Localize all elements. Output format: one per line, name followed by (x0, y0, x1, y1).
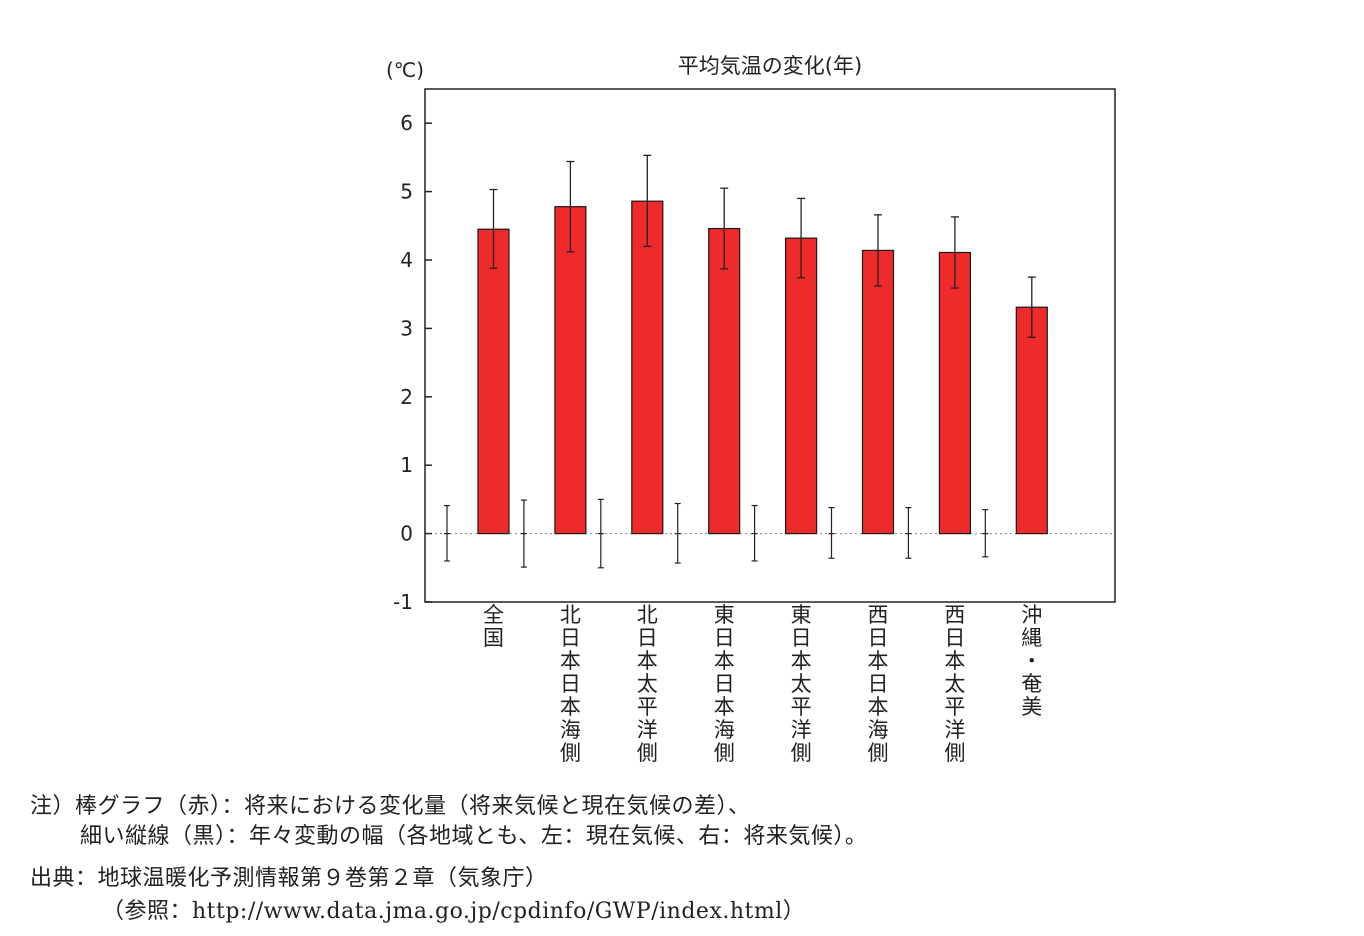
bar (938, 251, 972, 535)
source-citation: 出典：地球温暖化予測情報第９巻第２章（気象庁） (30, 866, 548, 891)
y-unit-label: (℃) (386, 58, 424, 82)
note-line-description: 細い縦線（黒）：年々変動の幅（各地域とも、左：現在気候、右：将来気候）。 (80, 824, 868, 849)
chart-title: 平均気温の変化(年) (678, 54, 862, 78)
bars (477, 200, 1048, 535)
y-tick-label: 1 (400, 453, 413, 477)
y-tick-label: 4 (400, 248, 413, 272)
error-bars (444, 154, 1036, 569)
y-tick-label: 0 (400, 522, 413, 546)
bar (554, 206, 587, 535)
bar (631, 200, 664, 535)
bar (861, 249, 895, 535)
x-category-label: 東日本日本海側 (714, 603, 735, 765)
bar (1015, 306, 1048, 535)
x-category-label: 北日本日本海側 (560, 603, 581, 765)
bar (708, 227, 741, 535)
y-axis: -1 0 1 2 3 4 5 6 (393, 111, 432, 614)
y-tick-label: 2 (400, 385, 413, 409)
y-tick-label: 6 (400, 111, 413, 135)
bar (477, 228, 510, 535)
x-category-label: 西日本日本海側 (868, 603, 889, 765)
x-category-label: 北日本太平洋側 (637, 603, 658, 765)
bar (784, 237, 818, 535)
x-category-label: 全国 (483, 603, 504, 650)
note-bar-description: 注）棒グラフ（赤）：将来における変化量（将来気候と現在気候の差）、 (30, 794, 751, 819)
bar-chart: 平均気温の変化(年) (℃) -1 0 1 2 3 4 5 6 全国 北日本日本海側 北日本太平洋… (386, 54, 1116, 765)
x-category-label: 西日本太平洋側 (944, 603, 965, 765)
source-reference-url: （参照：http://www.data.jma.go.jp/cpdinfo/GW… (102, 899, 806, 924)
y-tick-label: -1 (393, 590, 413, 614)
y-tick-label: 3 (400, 316, 413, 340)
plot-frame (424, 88, 1116, 603)
x-category-label: 沖縄・奄美 (1021, 603, 1042, 719)
y-tick-label: 5 (400, 180, 413, 204)
x-category-label: 東日本太平洋側 (791, 603, 812, 765)
x-axis-labels: 全国 北日本日本海側 北日本太平洋側 東日本日本海側 東日本太平洋側 西日本日本海側 西日本… (483, 603, 1042, 765)
